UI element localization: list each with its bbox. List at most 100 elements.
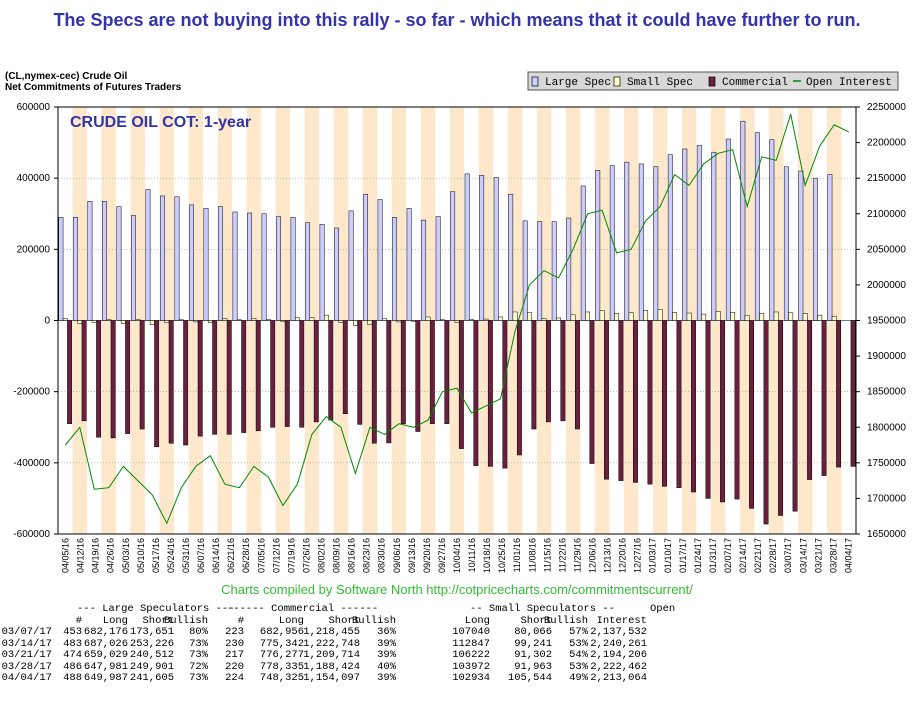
small-spec-bar	[773, 311, 779, 321]
table-value-cell: 2,222,462	[590, 660, 647, 673]
large-spec-bar	[595, 170, 601, 321]
table-group-label: Open	[650, 603, 676, 615]
large-spec-bar	[348, 210, 354, 321]
right-axis-tick-label: 1650000	[867, 529, 906, 540]
large-spec-bar	[638, 163, 644, 321]
commercial-bar	[487, 320, 493, 467]
large-spec-bar	[421, 219, 427, 321]
table-date-cell: 03/07/17	[1, 626, 52, 638]
table-column-label: Long	[464, 614, 490, 627]
commercial-bar	[415, 320, 421, 432]
small-spec-bar	[382, 318, 387, 321]
commercial-bar	[313, 320, 319, 423]
large-spec-bar	[769, 139, 775, 321]
large-spec-bar	[319, 224, 325, 321]
large-spec-bar	[783, 166, 789, 321]
small-spec-bar	[106, 319, 112, 321]
x-axis-tick-label: 11/22/16	[557, 538, 567, 572]
commercial-bar	[574, 320, 580, 430]
right-axis-tick-label: 1800000	[867, 422, 906, 433]
x-axis-tick-label: 03/14/17	[798, 538, 808, 573]
x-axis-tick-label: 10/11/16	[467, 538, 477, 572]
x-axis-tick-label: 03/28/17	[828, 538, 838, 573]
commercial-bar	[647, 320, 653, 485]
large-spec-bar	[160, 195, 165, 321]
right-axis-tick-label: 1900000	[867, 351, 906, 362]
x-axis-tick-label: 12/20/16	[618, 538, 628, 573]
x-axis-tick-label: 08/09/16	[332, 538, 342, 573]
large-spec-bar	[508, 193, 514, 321]
small-spec-bar	[730, 312, 736, 321]
small-spec-bar	[556, 317, 561, 321]
commercial-bar	[328, 320, 334, 421]
small-spec-bar	[817, 314, 823, 321]
x-axis-tick-label: 01/10/17	[663, 538, 673, 573]
small-spec-bar	[802, 313, 808, 321]
x-axis-tick-label: 01/17/17	[678, 538, 688, 573]
commercial-bar	[197, 320, 203, 437]
commercial-bar	[618, 320, 624, 481]
large-spec-bar	[522, 220, 528, 321]
table-column-label: Bullish	[543, 614, 588, 627]
commercial-bar	[110, 320, 116, 439]
right-axis-tick-label: 2150000	[867, 173, 906, 184]
table-column-label: #	[75, 614, 82, 627]
commercial-bar	[749, 320, 754, 509]
small-spec-bar	[701, 313, 707, 321]
table-value-cell: 36%	[377, 626, 396, 638]
table-value-cell: 748,325	[259, 672, 304, 684]
small-spec-bar	[512, 311, 518, 321]
commercial-bar	[589, 320, 595, 464]
x-axis-tick-label: 03/21/17	[813, 538, 823, 573]
right-axis-tick-label: 1700000	[867, 493, 906, 504]
left-axis-tick-label: 200000	[17, 244, 51, 255]
x-axis-tick-label: 12/06/16	[588, 538, 598, 573]
left-axis-tick-label: 400000	[17, 173, 51, 184]
x-axis-tick-label: 05/31/16	[181, 538, 191, 573]
commercial-bar	[734, 320, 740, 500]
large-spec-bar	[537, 221, 543, 321]
small-spec-bar	[686, 312, 692, 321]
small-spec-bar	[367, 320, 373, 326]
commercial-bar	[270, 320, 276, 428]
table-row: 04/04/17 488 649,987 241,605 73% 224 748,325 1,…	[0, 672, 914, 685]
table-value-cell: 57%	[569, 626, 588, 638]
small-spec-bar	[498, 316, 503, 321]
cot-chart: (CL,nymex-cec) Crude Oil Net Commitments…	[5, 71, 906, 597]
commercial-bar	[255, 320, 261, 432]
commercial-bar	[691, 320, 696, 493]
x-axis-tick-label: 10/18/16	[482, 538, 492, 573]
small-spec-bar	[788, 312, 794, 321]
commercial-bar	[850, 320, 856, 467]
small-spec-bar	[338, 320, 344, 323]
small-spec-bar	[149, 320, 155, 326]
table-column-label: Bullish	[163, 614, 208, 627]
small-spec-bar	[831, 315, 837, 321]
table-value-cell: 107040	[452, 626, 490, 638]
table-value-cell: 1,222,748	[303, 637, 360, 650]
right-axis-tick-label: 2050000	[867, 244, 906, 255]
large-spec-bar	[102, 201, 107, 321]
x-axis-tick-label: 08/30/16	[377, 538, 387, 573]
table-value-cell: 486	[63, 660, 82, 673]
table-value-cell: 647,981	[83, 660, 128, 673]
large-spec-bar	[667, 154, 673, 321]
small-spec-bar	[759, 313, 765, 321]
large-spec-bar	[131, 215, 136, 321]
right-axis-tick-label: 2000000	[867, 280, 906, 291]
legend-label: Small Spec	[627, 77, 693, 89]
legend-label: Commercial	[722, 77, 788, 89]
x-axis-tick-label: 02/28/17	[768, 538, 778, 573]
large-spec-bar	[116, 206, 122, 321]
large-spec-bar	[812, 177, 818, 321]
x-axis-tick-label: 10/25/16	[497, 538, 507, 573]
commercial-bar	[81, 320, 87, 422]
table-column-label: Interest	[596, 614, 647, 627]
right-axis-tick-label: 2250000	[867, 102, 906, 113]
commercial-bar	[284, 320, 290, 427]
commercial-bar	[96, 320, 102, 438]
small-spec-bar	[222, 318, 228, 321]
commercial-bar	[386, 320, 392, 444]
commercial-bar	[458, 320, 464, 449]
commercial-bar	[473, 320, 479, 466]
